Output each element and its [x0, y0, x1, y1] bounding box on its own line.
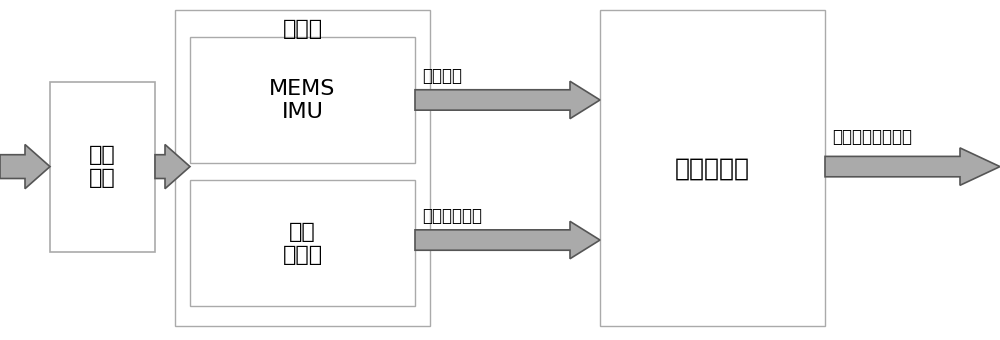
Bar [190, 180, 415, 306]
Text: 处理后的视频数据: 处理后的视频数据 [832, 128, 912, 146]
Polygon shape [415, 221, 600, 259]
Bar [600, 10, 825, 326]
Text: 紧耦合: 紧耦合 [283, 19, 323, 39]
Polygon shape [0, 144, 50, 189]
Text: 信号处理器: 信号处理器 [675, 156, 750, 180]
Polygon shape [155, 144, 190, 189]
Bar [175, 10, 430, 326]
Polygon shape [415, 81, 600, 119]
Text: 光学
镜头: 光学 镜头 [89, 145, 116, 188]
Bar [190, 37, 415, 163]
Text: 图像
传感器: 图像 传感器 [282, 221, 323, 265]
Text: 惯性数据: 惯性数据 [422, 67, 462, 85]
Text: 原始视频数据: 原始视频数据 [422, 207, 482, 225]
Bar [50, 82, 155, 252]
Polygon shape [825, 148, 1000, 185]
Text: MEMS
IMU: MEMS IMU [269, 79, 336, 122]
